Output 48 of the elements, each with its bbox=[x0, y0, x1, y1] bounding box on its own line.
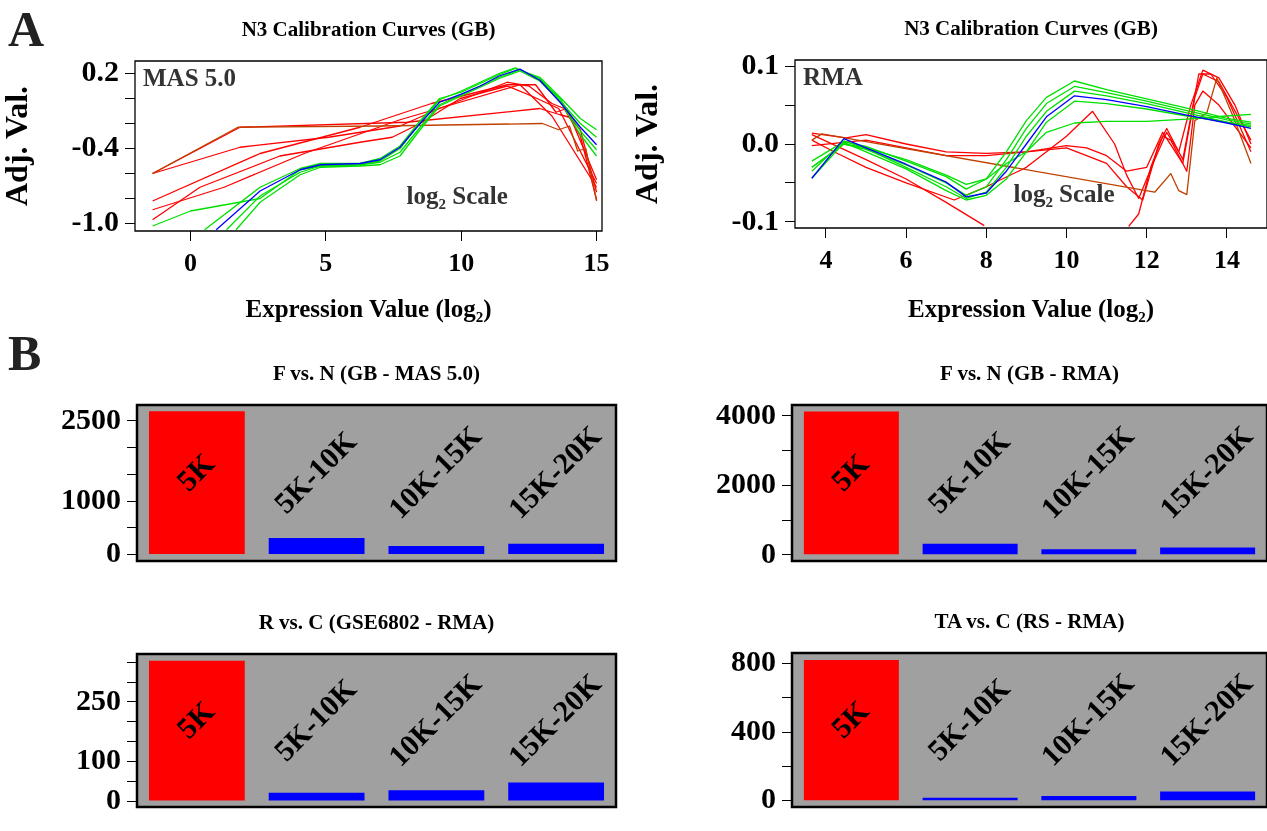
y-tick-label: 800 bbox=[731, 644, 776, 678]
chart-title: F vs. N (GB - MAS 5.0) bbox=[273, 361, 480, 386]
y-tick-label: 100 bbox=[76, 742, 121, 776]
y-tick-label: 0 bbox=[106, 781, 121, 815]
x-tick-label: 5 bbox=[319, 248, 333, 278]
annotation: RMA bbox=[803, 62, 863, 90]
x-tick-label: 8 bbox=[979, 245, 993, 275]
chart-title: R vs. C (GSE6802 - RMA) bbox=[258, 610, 495, 635]
y-tick-label: 0 bbox=[761, 781, 776, 815]
x-axis-title: Expression Value (log₂) bbox=[908, 295, 1154, 324]
text: B bbox=[8, 324, 42, 381]
annotation: log₂ Scale bbox=[406, 182, 508, 210]
x-tick-label: 10 bbox=[1053, 245, 1080, 275]
annotation: log₂ Scale bbox=[1013, 179, 1115, 207]
chart-title: F vs. N (GB - RMA) bbox=[940, 361, 1119, 386]
y-tick-label: 0 bbox=[106, 535, 121, 569]
x-tick-label: 5K bbox=[824, 693, 876, 745]
y-tick-label: -0.1 bbox=[731, 202, 779, 236]
y-tick-label: -0.4 bbox=[71, 129, 119, 163]
y-tick-label: 1000 bbox=[61, 481, 121, 515]
y-tick-label: 2500 bbox=[61, 401, 121, 435]
y-tick-label: 400 bbox=[731, 712, 776, 746]
chart-title: N3 Calibration Curves (GB) bbox=[904, 16, 1158, 41]
x-tick-label: 10 bbox=[448, 248, 475, 278]
y-tick-label: 0 bbox=[761, 535, 776, 569]
x-tick-label: 5K bbox=[824, 446, 876, 497]
chart-title: TA vs. C (RS - RMA) bbox=[934, 609, 1125, 634]
x-tick-label: 14 bbox=[1213, 245, 1240, 275]
y-tick-label: 0.0 bbox=[741, 124, 779, 158]
annotation: MAS 5.0 bbox=[143, 63, 237, 91]
x-tick-label: 5K bbox=[169, 446, 221, 497]
x-tick-label: 4 bbox=[819, 245, 833, 275]
y-tick-label: -1.0 bbox=[71, 204, 119, 238]
x-tick-label: 12 bbox=[1133, 245, 1160, 275]
x-tick-label: 5K bbox=[169, 693, 221, 745]
y-axis-title: Adj. Val. bbox=[0, 85, 35, 207]
x-tick-label: 0 bbox=[184, 248, 197, 278]
y-tick-label: 250 bbox=[76, 682, 121, 716]
y-tick-label: 0.1 bbox=[741, 46, 779, 80]
chart-title: N3 Calibration Curves (GB) bbox=[241, 17, 496, 42]
y-tick-label: 4000 bbox=[716, 396, 776, 430]
x-tick-label: 15 bbox=[583, 248, 610, 278]
y-tick-label: 2000 bbox=[716, 466, 776, 500]
x-tick-label: 6 bbox=[899, 245, 913, 275]
x-axis-title: Expression Value (log₂) bbox=[245, 295, 492, 324]
text: A bbox=[8, 0, 45, 57]
y-tick-label: 0.2 bbox=[81, 54, 119, 88]
y-axis-title: Adj. Val. bbox=[628, 83, 665, 205]
